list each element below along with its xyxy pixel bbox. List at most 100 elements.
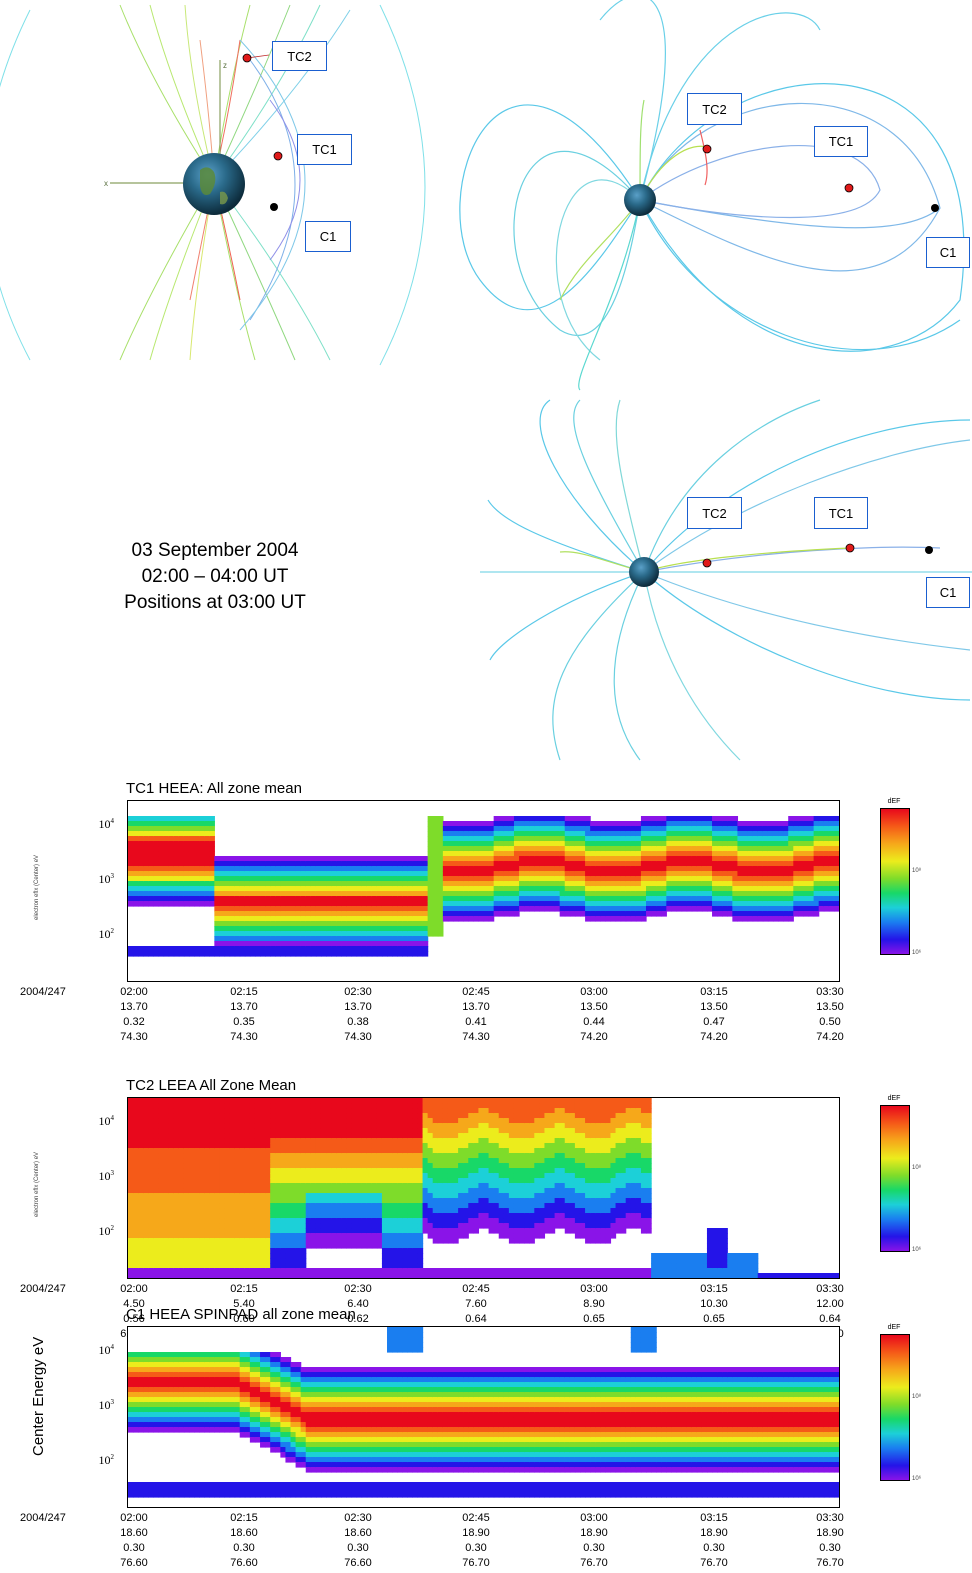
spectrogram-cell [656, 831, 662, 837]
spectrogram-cell [534, 906, 540, 912]
spectrogram-cell [412, 1188, 419, 1194]
spectrogram-cell [656, 901, 662, 907]
spectrogram-cell [783, 836, 789, 842]
spectrogram-cell [188, 1188, 195, 1194]
spectrogram-cell [224, 946, 231, 952]
spectrogram-cell [625, 886, 632, 892]
spectrogram-cell [315, 941, 322, 947]
spectrogram-cell [422, 946, 429, 952]
spectrogram-cell [640, 831, 647, 837]
spectrogram-cell [280, 1163, 287, 1169]
tc1-marker [273, 151, 283, 161]
spectrogram-cell [722, 846, 728, 852]
spectrogram-cell [478, 836, 485, 842]
spectrogram-cell [138, 1193, 144, 1199]
spectrogram-cell [320, 886, 327, 892]
spectrogram-cell [254, 1153, 261, 1159]
spectrogram-cell [585, 851, 591, 857]
spectrogram-cell [188, 866, 195, 872]
spectrogram-cell [508, 856, 515, 862]
spectrogram-cell [341, 941, 347, 947]
spectrogram-cell [209, 1243, 215, 1249]
spectrogram-cell [564, 901, 571, 907]
spectrogram-cell [153, 866, 160, 872]
spectrogram-cell [458, 856, 464, 862]
spectrogram-cell [153, 896, 160, 902]
spectrogram-cell [214, 1248, 221, 1254]
spectrogram-cell [427, 921, 434, 927]
spectrogram-cell [483, 881, 490, 887]
spectrogram-cell [320, 876, 327, 882]
spectrogram-cell [422, 921, 429, 927]
spectrogram-cell [270, 901, 276, 907]
spectrogram-cell [173, 1243, 180, 1249]
spectrogram-cell [239, 1153, 246, 1159]
spectrogram-cell [188, 1208, 195, 1214]
spectrogram-cell [310, 1133, 317, 1139]
spectrogram-cell [762, 856, 769, 862]
spectrogram-cell [331, 1198, 337, 1204]
spectrogram-cell [397, 1113, 403, 1119]
spectrogram-cell [701, 886, 708, 892]
spectrogram-cell [331, 1228, 337, 1234]
spectrogram-cell [397, 1228, 403, 1234]
spectrogram-cell [554, 846, 561, 852]
spectrogram-cell [600, 821, 606, 827]
spectrogram-cell [727, 846, 733, 852]
spectrogram-cell [366, 871, 373, 877]
spectrogram-cell [300, 1203, 307, 1209]
spectrogram-cell [224, 931, 231, 937]
spectrogram-cell [437, 826, 444, 832]
spectrogram-cell [752, 901, 759, 907]
spectrogram-cell [234, 1218, 241, 1224]
spectrogram-cell [295, 1263, 302, 1269]
spectrogram-cell [788, 911, 794, 917]
spectrogram-cell [778, 896, 784, 902]
spectrogram-cell [417, 941, 424, 947]
spectrogram-cell [315, 901, 322, 907]
spectrogram-cell [315, 856, 322, 862]
spectrogram-cell [808, 896, 815, 902]
spectrogram-cell [417, 896, 424, 902]
spectrogram-cell [310, 876, 317, 882]
spectrogram-cell [544, 906, 551, 912]
spectrogram-cell [737, 831, 744, 837]
spectrogram-cell [402, 886, 408, 892]
spectrogram-cell [712, 816, 718, 822]
spectrogram-cell [285, 1273, 292, 1278]
spectrogram-cell [214, 921, 221, 927]
spectrogram-cell [666, 881, 673, 887]
spectrogram-cell [630, 881, 637, 887]
spectrogram-cell [392, 1228, 398, 1234]
spectrogram-cell [234, 926, 241, 932]
spectrogram-cell [453, 891, 459, 897]
spectrogram-cell [762, 821, 769, 827]
spectrogram-cell [417, 871, 424, 877]
spectrogram-cell [260, 1118, 266, 1124]
spectrogram-cell [666, 876, 673, 882]
spectrogram-cell [651, 896, 657, 902]
spectrogram-cell [661, 906, 667, 912]
spectrogram-cell [310, 1158, 317, 1164]
spectrogram-cell [133, 1248, 139, 1254]
spectrogram-cell [188, 1118, 195, 1124]
spectrogram-cell [219, 1103, 226, 1109]
spectrogram-cell [493, 896, 500, 902]
spectrogram-cell [249, 1218, 256, 1224]
spectrogram-cell [204, 861, 210, 867]
spectrogram-cell [361, 1193, 368, 1199]
spectrogram-cell [422, 1103, 429, 1109]
spectrogram-cell [173, 1133, 180, 1139]
spectrogram-cell [138, 861, 144, 867]
spectrogram-cell [219, 861, 226, 867]
spectrogram-cell [803, 851, 810, 857]
spectrogram-cell [224, 1208, 231, 1214]
spectrogram-cell [295, 871, 302, 877]
spectrogram-cell [356, 1178, 363, 1184]
spectrogram-cell [437, 866, 444, 872]
spectrogram-cell [346, 1103, 353, 1109]
spectrogram-cell [387, 1193, 393, 1199]
spectrogram-cell [280, 921, 287, 927]
spectrogram-cell [458, 821, 464, 827]
spectrogram-cell [630, 846, 637, 852]
